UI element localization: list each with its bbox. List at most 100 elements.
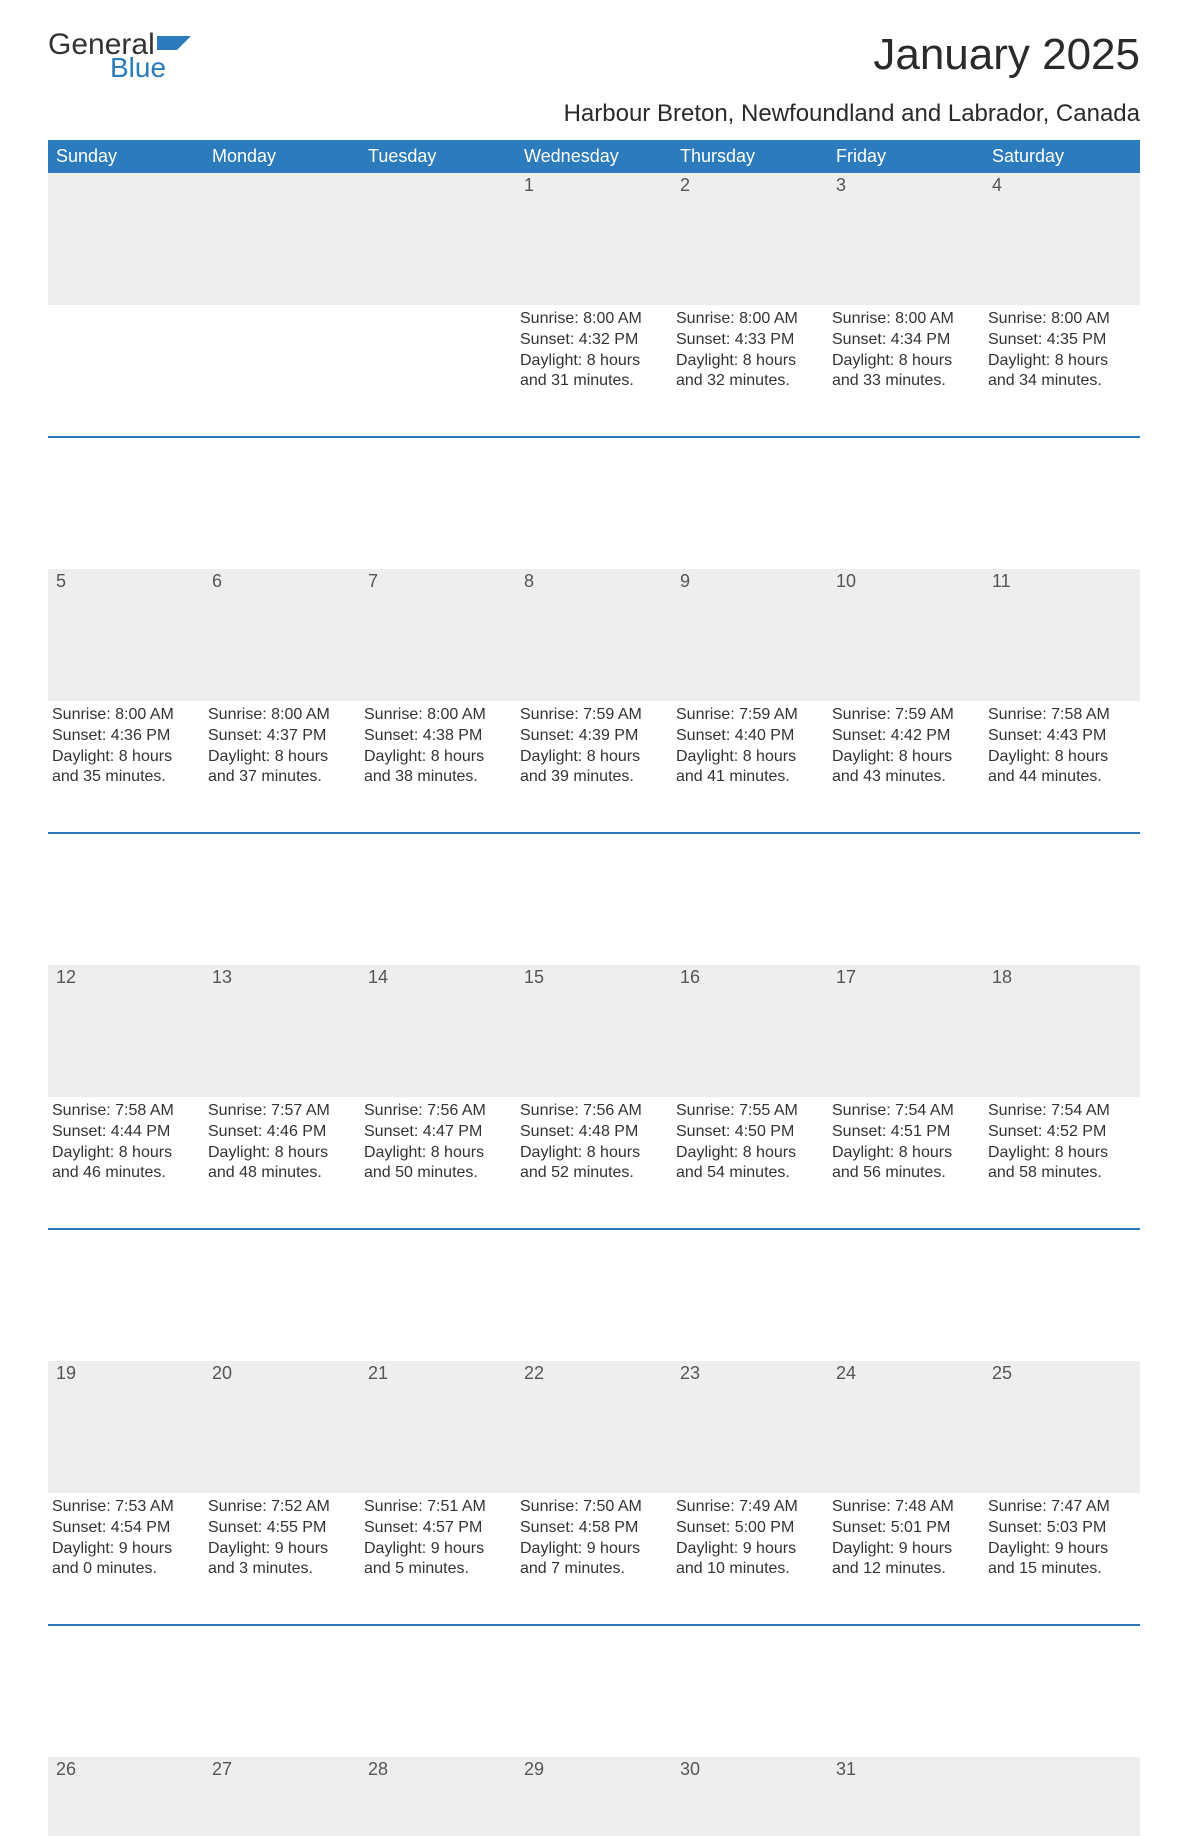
sunset-line: Sunset: 4:40 PM	[676, 726, 820, 747]
daylight-line: and 34 minutes.	[988, 371, 1132, 392]
sunset-line: Sunset: 5:03 PM	[988, 1518, 1132, 1539]
day-number: 21	[360, 1361, 516, 1386]
day-number-cell: 16	[672, 965, 828, 1097]
sunrise-line: Sunrise: 7:56 AM	[364, 1101, 508, 1122]
day-content: Sunrise: 8:00 AMSunset: 4:35 PMDaylight:…	[984, 305, 1140, 402]
week-separator	[48, 1229, 1140, 1361]
sunrise-line: Sunrise: 8:00 AM	[676, 309, 820, 330]
day-number: 23	[672, 1361, 828, 1386]
logo-word2: Blue	[110, 54, 166, 82]
day-cell: Sunrise: 8:00 AMSunset: 4:32 PMDaylight:…	[516, 305, 672, 437]
day-content: Sunrise: 7:54 AMSunset: 4:52 PMDaylight:…	[984, 1097, 1140, 1194]
day-content: Sunrise: 7:58 AMSunset: 4:44 PMDaylight:…	[48, 1097, 204, 1194]
day-content: Sunrise: 7:58 AMSunset: 4:43 PMDaylight:…	[984, 701, 1140, 798]
sunset-line: Sunset: 4:34 PM	[832, 330, 976, 351]
day-number-cell: 21	[360, 1361, 516, 1493]
sunrise-line: Sunrise: 7:59 AM	[676, 705, 820, 726]
day-number-cell: 1	[516, 173, 672, 305]
daylight-line: and 38 minutes.	[364, 767, 508, 788]
daylight-line: Daylight: 9 hours	[52, 1539, 196, 1560]
day-cell	[360, 305, 516, 437]
day-cell: Sunrise: 7:54 AMSunset: 4:52 PMDaylight:…	[984, 1097, 1140, 1229]
day-cell: Sunrise: 8:00 AMSunset: 4:35 PMDaylight:…	[984, 305, 1140, 437]
sunrise-line: Sunrise: 7:53 AM	[52, 1497, 196, 1518]
day-number: 3	[828, 173, 984, 198]
day-number: 14	[360, 965, 516, 990]
day-cell: Sunrise: 8:00 AMSunset: 4:33 PMDaylight:…	[672, 305, 828, 437]
sunset-line: Sunset: 4:42 PM	[832, 726, 976, 747]
week-separator	[48, 1625, 1140, 1757]
day-header: Saturday	[984, 140, 1140, 173]
day-number-cell	[204, 173, 360, 305]
daylight-line: and 32 minutes.	[676, 371, 820, 392]
sunrise-line: Sunrise: 7:56 AM	[520, 1101, 664, 1122]
day-content: Sunrise: 7:49 AMSunset: 5:00 PMDaylight:…	[672, 1493, 828, 1590]
daylight-line: Daylight: 8 hours	[364, 747, 508, 768]
location-subtitle: Harbour Breton, Newfoundland and Labrado…	[48, 100, 1140, 128]
day-number: 24	[828, 1361, 984, 1386]
daylight-line: Daylight: 8 hours	[364, 1143, 508, 1164]
daylight-line: Daylight: 9 hours	[832, 1539, 976, 1560]
daylight-line: and 35 minutes.	[52, 767, 196, 788]
day-header: Thursday	[672, 140, 828, 173]
day-content: Sunrise: 7:59 AMSunset: 4:40 PMDaylight:…	[672, 701, 828, 798]
sunrise-line: Sunrise: 8:00 AM	[208, 705, 352, 726]
daylight-line: Daylight: 8 hours	[208, 747, 352, 768]
day-cell: Sunrise: 7:58 AMSunset: 4:43 PMDaylight:…	[984, 701, 1140, 833]
day-content: Sunrise: 8:00 AMSunset: 4:33 PMDaylight:…	[672, 305, 828, 402]
sunset-line: Sunset: 4:58 PM	[520, 1518, 664, 1539]
day-cell: Sunrise: 7:52 AMSunset: 4:55 PMDaylight:…	[204, 1493, 360, 1625]
day-number: 17	[828, 965, 984, 990]
day-number: 1	[516, 173, 672, 198]
day-number: 6	[204, 569, 360, 594]
day-number-cell: 6	[204, 569, 360, 701]
page-title: January 2025	[873, 30, 1140, 80]
day-number-cell: 27	[204, 1757, 360, 1836]
day-cell: Sunrise: 7:57 AMSunset: 4:46 PMDaylight:…	[204, 1097, 360, 1229]
sunset-line: Sunset: 5:00 PM	[676, 1518, 820, 1539]
daylight-line: Daylight: 8 hours	[832, 351, 976, 372]
daylight-line: Daylight: 9 hours	[520, 1539, 664, 1560]
day-content: Sunrise: 7:55 AMSunset: 4:50 PMDaylight:…	[672, 1097, 828, 1194]
sunset-line: Sunset: 4:55 PM	[208, 1518, 352, 1539]
daylight-line: and 7 minutes.	[520, 1559, 664, 1580]
day-number: 10	[828, 569, 984, 594]
day-number-cell: 28	[360, 1757, 516, 1836]
day-cell: Sunrise: 8:00 AMSunset: 4:36 PMDaylight:…	[48, 701, 204, 833]
day-cell: Sunrise: 7:58 AMSunset: 4:44 PMDaylight:…	[48, 1097, 204, 1229]
sunrise-line: Sunrise: 7:49 AM	[676, 1497, 820, 1518]
day-number-cell: 22	[516, 1361, 672, 1493]
sunrise-line: Sunrise: 7:59 AM	[832, 705, 976, 726]
day-content: Sunrise: 7:59 AMSunset: 4:42 PMDaylight:…	[828, 701, 984, 798]
daylight-line: Daylight: 9 hours	[364, 1539, 508, 1560]
day-content: Sunrise: 8:00 AMSunset: 4:34 PMDaylight:…	[828, 305, 984, 402]
daylight-line: and 15 minutes.	[988, 1559, 1132, 1580]
sunrise-line: Sunrise: 7:55 AM	[676, 1101, 820, 1122]
sunrise-line: Sunrise: 7:54 AM	[988, 1101, 1132, 1122]
daylight-line: and 54 minutes.	[676, 1163, 820, 1184]
week-daynum-row: 567891011	[48, 569, 1140, 701]
sunset-line: Sunset: 4:48 PM	[520, 1122, 664, 1143]
day-number: 5	[48, 569, 204, 594]
daylight-line: and 37 minutes.	[208, 767, 352, 788]
day-number: 19	[48, 1361, 204, 1386]
day-cell: Sunrise: 8:00 AMSunset: 4:37 PMDaylight:…	[204, 701, 360, 833]
day-number: 18	[984, 965, 1140, 990]
day-number-cell: 31	[828, 1757, 984, 1836]
day-number-cell: 14	[360, 965, 516, 1097]
day-number-cell: 3	[828, 173, 984, 305]
daylight-line: Daylight: 8 hours	[832, 1143, 976, 1164]
day-number-cell: 18	[984, 965, 1140, 1097]
day-number: 20	[204, 1361, 360, 1386]
sunset-line: Sunset: 4:43 PM	[988, 726, 1132, 747]
sunset-line: Sunset: 4:52 PM	[988, 1122, 1132, 1143]
sunrise-line: Sunrise: 8:00 AM	[988, 309, 1132, 330]
week-daynum-row: 1234	[48, 173, 1140, 305]
daylight-line: and 10 minutes.	[676, 1559, 820, 1580]
day-number: 30	[672, 1757, 828, 1782]
daylight-line: and 0 minutes.	[52, 1559, 196, 1580]
daylight-line: Daylight: 8 hours	[520, 747, 664, 768]
day-cell: Sunrise: 7:55 AMSunset: 4:50 PMDaylight:…	[672, 1097, 828, 1229]
week-separator	[48, 833, 1140, 965]
sunset-line: Sunset: 4:57 PM	[364, 1518, 508, 1539]
